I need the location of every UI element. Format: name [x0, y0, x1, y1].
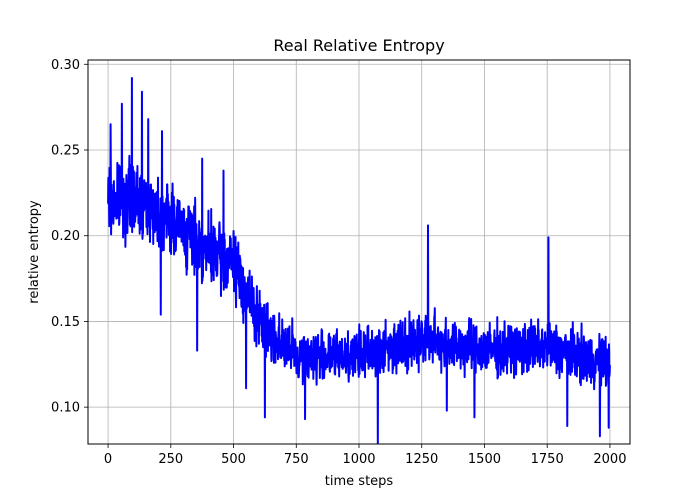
x-tick-label: 1500 — [468, 452, 501, 467]
series-layer — [107, 77, 611, 445]
y-tick-label: 0.25 — [51, 144, 80, 159]
y-axis-label: relative entropy — [27, 200, 42, 304]
series-line — [107, 77, 611, 445]
x-axis-ticks: 0 250 500 750 1000 1250 1500 1750 2000 — [104, 444, 626, 467]
x-tick-label: 750 — [284, 452, 309, 467]
y-tick-label: 0.20 — [51, 229, 80, 244]
x-tick-label: 250 — [158, 452, 183, 467]
x-tick-label: 2000 — [593, 452, 626, 467]
x-tick-label: 0 — [104, 452, 112, 467]
y-tick-label: 0.15 — [51, 315, 80, 330]
y-axis-ticks: 0.10 0.15 0.20 0.25 0.30 — [51, 58, 88, 416]
x-axis-label: time steps — [325, 474, 394, 489]
x-tick-label: 1000 — [342, 452, 375, 467]
x-tick-label: 500 — [221, 452, 246, 467]
x-tick-label: 1250 — [405, 452, 438, 467]
x-tick-label: 1750 — [531, 452, 564, 467]
y-tick-label: 0.10 — [51, 401, 80, 416]
chart-title: Real Relative Entropy — [273, 36, 444, 55]
y-tick-label: 0.30 — [51, 58, 80, 73]
